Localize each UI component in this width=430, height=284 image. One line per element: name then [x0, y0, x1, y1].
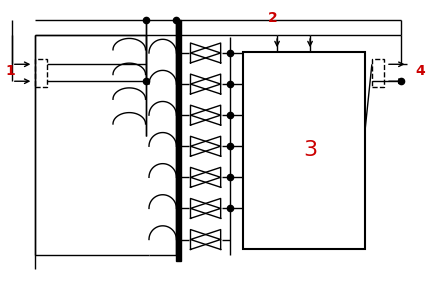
Text: 2: 2 [268, 11, 278, 25]
Text: 4: 4 [415, 64, 425, 78]
Bar [372, 59, 384, 87]
Bar [243, 52, 365, 249]
Bar [176, 20, 181, 261]
Text: 1: 1 [5, 64, 15, 78]
Text: 3: 3 [303, 141, 317, 160]
Bar [35, 59, 47, 87]
